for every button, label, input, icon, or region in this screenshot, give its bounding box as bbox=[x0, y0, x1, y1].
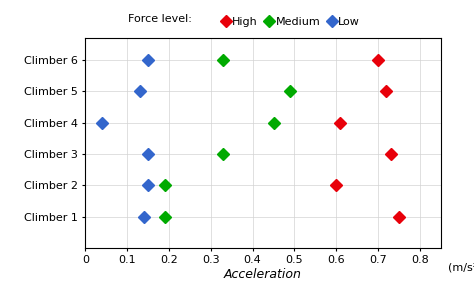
Text: Force level:: Force level: bbox=[128, 14, 192, 24]
Text: (m/s²): (m/s²) bbox=[448, 263, 474, 273]
Legend: High, Medium, Low: High, Medium, Low bbox=[223, 17, 360, 27]
X-axis label: Acceleration: Acceleration bbox=[224, 268, 302, 281]
